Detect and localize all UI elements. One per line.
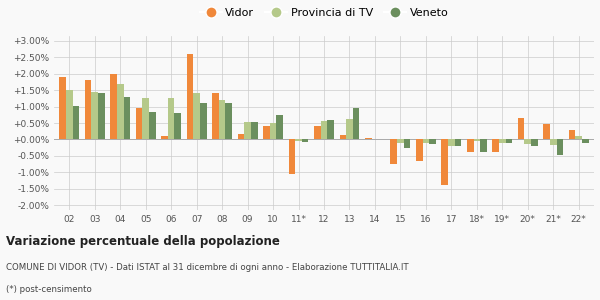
Bar xyxy=(455,140,461,146)
Bar xyxy=(531,140,538,146)
Bar xyxy=(582,140,589,143)
Bar xyxy=(328,120,334,140)
Bar xyxy=(110,74,117,140)
Bar xyxy=(353,108,359,140)
Bar xyxy=(575,136,582,140)
Bar xyxy=(187,54,193,140)
Text: (*) post-censimento: (*) post-censimento xyxy=(6,286,92,295)
Bar xyxy=(175,113,181,140)
Bar xyxy=(365,138,371,140)
Bar xyxy=(524,140,531,144)
Bar xyxy=(518,118,524,140)
Bar xyxy=(340,136,346,140)
Bar xyxy=(161,136,168,140)
Bar xyxy=(506,140,512,143)
Bar xyxy=(66,90,73,140)
Bar xyxy=(557,140,563,155)
Bar xyxy=(244,122,251,140)
Bar xyxy=(416,140,422,161)
Bar xyxy=(569,130,575,140)
Bar xyxy=(98,94,104,140)
Bar xyxy=(136,108,142,140)
Legend: Vidor, Provincia di TV, Veneto: Vidor, Provincia di TV, Veneto xyxy=(195,3,453,22)
Bar xyxy=(493,140,499,152)
Bar xyxy=(391,140,397,164)
Bar xyxy=(480,140,487,152)
Bar xyxy=(442,140,448,185)
Bar xyxy=(550,140,557,145)
Bar xyxy=(346,119,353,140)
Bar xyxy=(302,140,308,142)
Bar xyxy=(270,123,277,140)
Text: Variazione percentuale della popolazione: Variazione percentuale della popolazione xyxy=(6,235,280,248)
Bar xyxy=(422,140,429,143)
Bar xyxy=(149,112,155,140)
Bar xyxy=(238,134,244,140)
Bar xyxy=(544,124,550,140)
Bar xyxy=(429,140,436,144)
Bar xyxy=(91,92,98,140)
Bar xyxy=(404,140,410,148)
Bar xyxy=(314,126,320,140)
Bar xyxy=(263,126,270,140)
Bar xyxy=(219,100,226,140)
Bar xyxy=(397,140,404,143)
Bar xyxy=(289,140,295,174)
Bar xyxy=(295,140,302,141)
Bar xyxy=(193,93,200,140)
Bar xyxy=(85,80,91,140)
Bar xyxy=(168,98,175,140)
Bar xyxy=(467,140,473,152)
Bar xyxy=(212,94,219,140)
Bar xyxy=(448,140,455,146)
Bar xyxy=(226,103,232,140)
Bar xyxy=(473,140,480,141)
Text: COMUNE DI VIDOR (TV) - Dati ISTAT al 31 dicembre di ogni anno - Elaborazione TUT: COMUNE DI VIDOR (TV) - Dati ISTAT al 31 … xyxy=(6,263,409,272)
Bar xyxy=(251,122,257,140)
Bar xyxy=(117,84,124,140)
Bar xyxy=(142,98,149,140)
Bar xyxy=(371,139,378,140)
Bar xyxy=(378,139,385,140)
Bar xyxy=(73,106,79,140)
Bar xyxy=(499,140,506,143)
Bar xyxy=(59,77,66,140)
Bar xyxy=(124,97,130,140)
Bar xyxy=(320,121,328,140)
Bar xyxy=(277,115,283,140)
Bar xyxy=(200,103,206,140)
